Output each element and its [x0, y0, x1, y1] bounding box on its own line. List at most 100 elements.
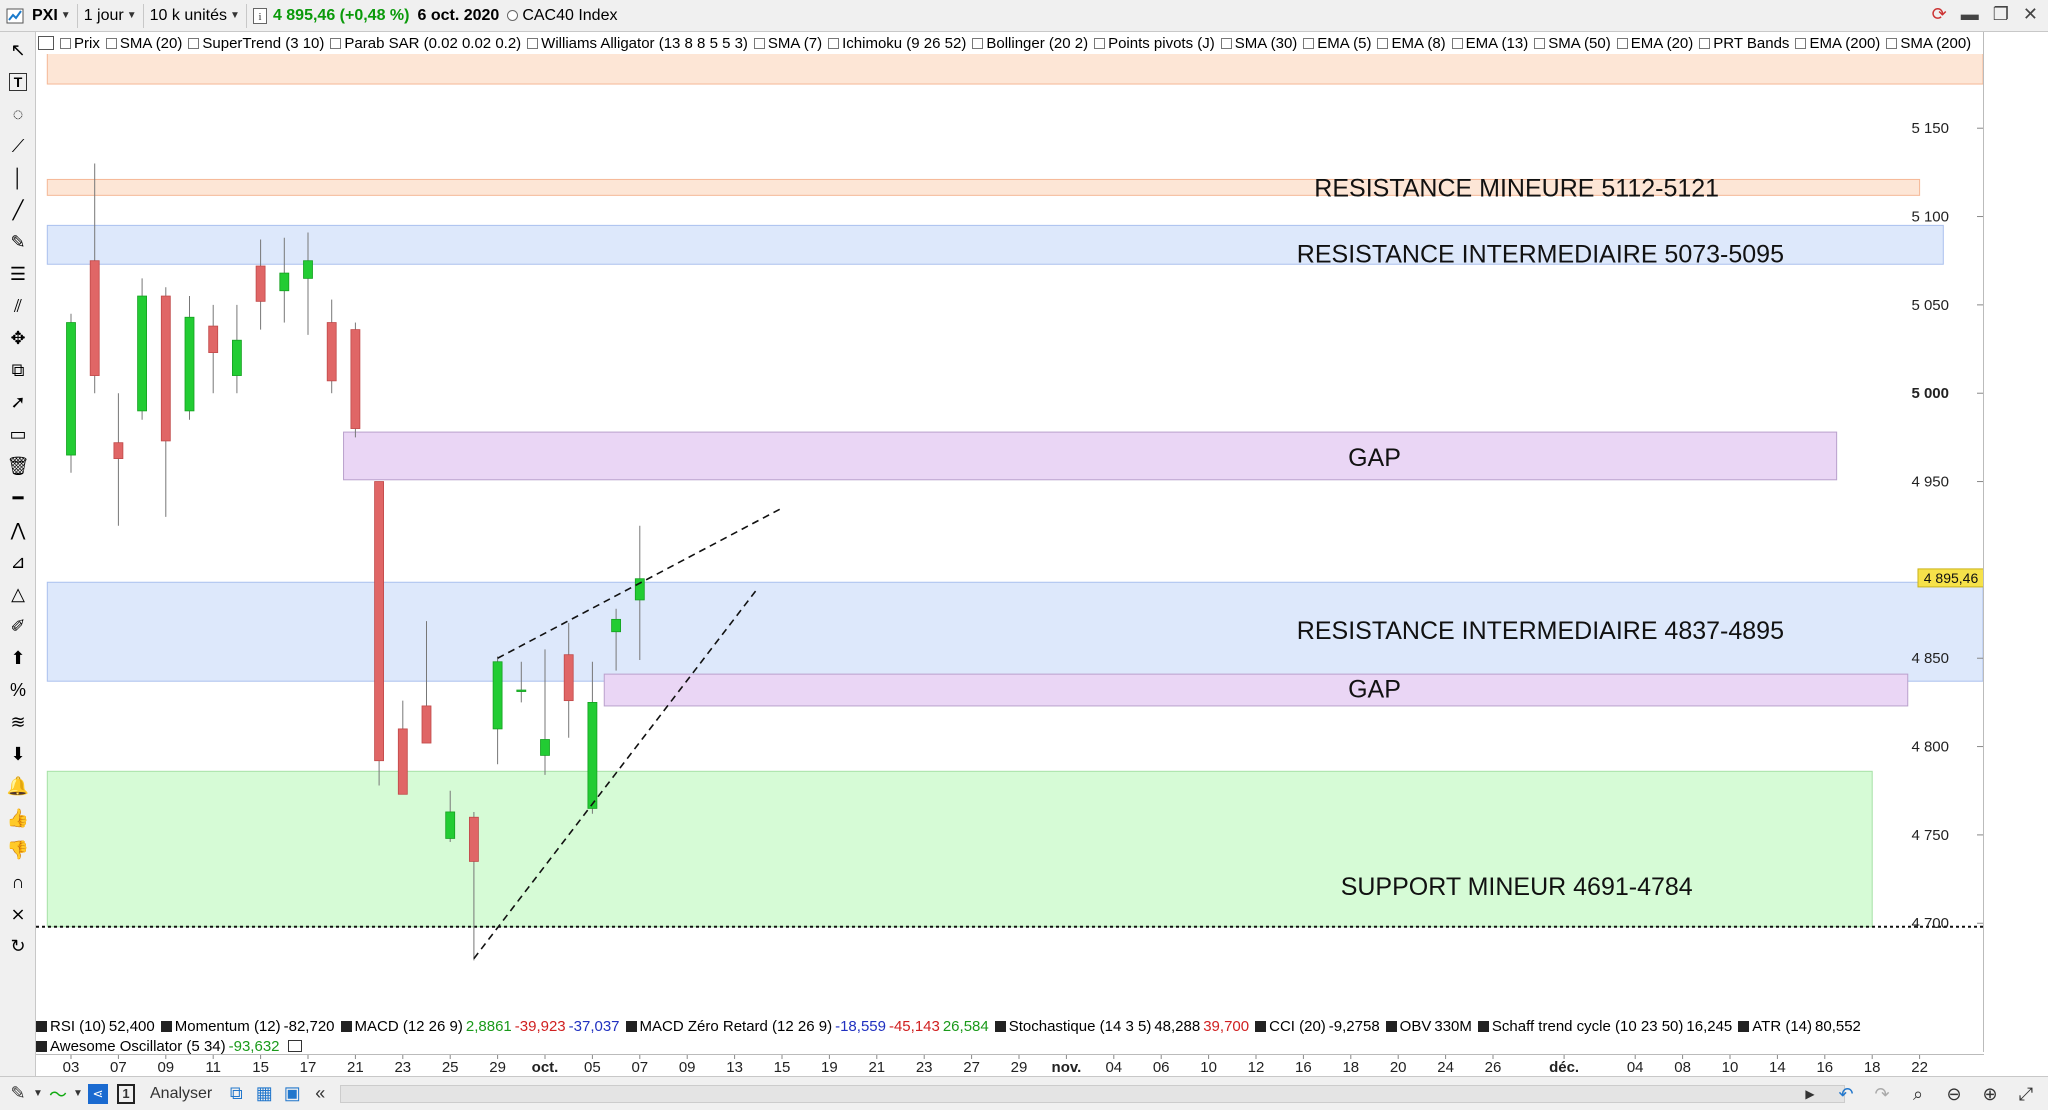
zone-resistance-mineure[interactable]	[46, 178, 1921, 196]
units-select[interactable]: 10 k unités ▼	[144, 3, 247, 28]
candle[interactable]	[374, 481, 385, 786]
percent-icon[interactable]: %	[9, 679, 26, 700]
indicator-toggle[interactable]: SMA (30)	[1219, 35, 1302, 52]
zone-resistance-intermediaire-low[interactable]	[46, 581, 1984, 682]
candle[interactable]	[66, 313, 76, 473]
trend-channel-icon[interactable]: ⫽	[13, 295, 23, 316]
candle[interactable]	[113, 393, 124, 526]
candle[interactable]	[611, 608, 621, 671]
indicator-toggle[interactable]: SMA (200)	[1884, 35, 1975, 52]
indicator-toggle[interactable]: Bollinger (20 2)	[970, 35, 1092, 52]
candle[interactable]	[634, 525, 645, 660]
thumbs-up-icon[interactable]: 👍	[6, 807, 30, 828]
fibonacci-icon[interactable]: ☰	[9, 263, 27, 284]
fullscreen-icon[interactable]: ⤢	[2018, 1083, 2034, 1104]
triangle-icon[interactable]: △	[11, 583, 25, 604]
pencil-icon[interactable]: ✐	[10, 615, 26, 636]
indicator-toggle[interactable]: SMA (50)	[1532, 35, 1615, 52]
legend-item[interactable]: Momentum (12) -82,720	[160, 1018, 335, 1035]
legend-item[interactable]: OBV 330M	[1385, 1018, 1472, 1035]
indicator-toggle[interactable]: Prix	[58, 35, 104, 52]
ticker-select[interactable]: PXI ▼	[26, 3, 78, 28]
ticker-icon[interactable]	[0, 4, 26, 28]
rectangle-icon[interactable]: ▭	[9, 423, 27, 444]
indicator-checkbox[interactable]	[1094, 37, 1106, 49]
indicator-checkbox[interactable]	[1377, 37, 1389, 49]
candle[interactable]	[255, 239, 266, 330]
candle[interactable]	[445, 790, 456, 842]
up-arrow-icon[interactable]: ⬆	[10, 647, 26, 668]
restore-icon[interactable]: ❐	[1992, 4, 2009, 24]
minimize-icon[interactable]: ▬	[1960, 4, 1979, 24]
regression-icon[interactable]: ≋	[10, 711, 26, 732]
lasso-icon[interactable]: ◌	[12, 103, 24, 124]
candle[interactable]	[160, 287, 171, 517]
price-chart[interactable]: RESISTANCE MINEURE 5112-5121 RESISTANCE I…	[36, 54, 1984, 1016]
panel-icon[interactable]	[287, 1040, 302, 1052]
indicator-toggle[interactable]: SMA (7)	[752, 35, 826, 52]
indicator-toggle[interactable]: SMA (20)	[104, 35, 187, 52]
segment-icon[interactable]: ⟋	[11, 135, 25, 156]
candle[interactable]	[468, 811, 479, 961]
redo-icon[interactable]: ↷	[1874, 1083, 1890, 1104]
candle[interactable]	[137, 278, 147, 420]
candle[interactable]	[303, 232, 313, 335]
candle[interactable]	[89, 163, 100, 394]
candle[interactable]	[587, 661, 598, 814]
magnet-icon[interactable]: ∩	[11, 871, 25, 892]
windows-icon[interactable]: ⧉	[229, 1083, 243, 1103]
move-icon[interactable]: ✥	[10, 327, 26, 348]
info-icon[interactable]: i	[247, 4, 269, 28]
horizontal-line-icon[interactable]: ━	[12, 487, 24, 508]
legend-item[interactable]: Schaff trend cycle (10 23 50) 16,245	[1477, 1018, 1732, 1035]
legend-item[interactable]: Awesome Oscillator (5 34) -93,632	[36, 1038, 280, 1055]
indicator-checkbox[interactable]	[330, 37, 342, 49]
indicator-toggle[interactable]: Parab SAR (0.02 0.02 0.2)	[328, 35, 525, 52]
indicator-toggle[interactable]: Ichimoku (9 26 52)	[826, 35, 970, 52]
analyser-button[interactable]: Analyser	[150, 1084, 213, 1102]
indicator-checkbox[interactable]	[60, 37, 71, 49]
indicator-toggle[interactable]: EMA (20)	[1615, 35, 1698, 52]
indicator-toggle[interactable]: EMA (200)	[1793, 35, 1884, 52]
refresh-icon[interactable]: ⟳	[1931, 4, 1947, 24]
legend-item[interactable]: Stochastique (14 3 5) 48,288 39,700	[994, 1018, 1249, 1035]
indicator-toggle[interactable]: Points pivots (J)	[1092, 35, 1219, 52]
indicator-checkbox[interactable]	[753, 37, 765, 49]
zone-support-mineur[interactable]	[46, 770, 1873, 928]
candle[interactable]	[279, 237, 290, 323]
trendline-upper[interactable]	[497, 507, 783, 659]
zoom-out-icon[interactable]: ⊖	[1946, 1083, 1962, 1104]
chevron-down-icon[interactable]: ▼	[73, 1088, 83, 1099]
line-icon[interactable]: ╱	[12, 199, 24, 220]
indicator-checkbox[interactable]	[105, 37, 117, 49]
zone-gap-low[interactable]	[603, 673, 1909, 707]
candle[interactable]	[350, 322, 361, 438]
trendline-lower[interactable]	[473, 587, 759, 960]
layout-icon[interactable]: ▦	[255, 1083, 273, 1103]
undo-icon[interactable]: ↶	[1838, 1083, 1854, 1104]
cross-lines-icon[interactable]: ⨯	[10, 903, 26, 924]
text-tool-icon[interactable]: T	[4, 68, 32, 96]
draw-menu-icon[interactable]: ✎	[10, 1083, 26, 1103]
indicator-toggle[interactable]: EMA (5)	[1301, 35, 1375, 52]
indicator-checkbox[interactable]	[1699, 37, 1711, 49]
indicator-checkbox[interactable]	[1303, 37, 1315, 49]
indicator-checkbox[interactable]	[1795, 37, 1807, 49]
indicator-checkbox[interactable]	[828, 37, 840, 49]
down-arrow-icon[interactable]: ⬇	[10, 743, 26, 764]
indicator-checkbox[interactable]	[1534, 37, 1546, 49]
zoom-fit-icon[interactable]: ⌕	[1912, 1083, 1924, 1104]
line-chart-icon[interactable]: 〜	[49, 1084, 67, 1105]
candle[interactable]	[231, 304, 242, 394]
indicator-checkbox[interactable]	[1886, 37, 1898, 49]
zone-top-orange[interactable]	[46, 54, 1984, 85]
zone-resistance-intermediaire-high[interactable]	[46, 224, 1944, 265]
replay-icon[interactable]: ↻	[10, 935, 26, 956]
candle[interactable]	[540, 649, 550, 775]
calendar-icon[interactable]: 1	[112, 1080, 140, 1108]
candle[interactable]	[516, 661, 527, 703]
scroll-far-left-icon[interactable]: «	[315, 1083, 326, 1103]
brush-icon[interactable]: ✎	[10, 231, 26, 252]
share-icon[interactable]: ⋖	[84, 1080, 112, 1108]
legend-item[interactable]: RSI (10) 52,400	[36, 1018, 155, 1035]
